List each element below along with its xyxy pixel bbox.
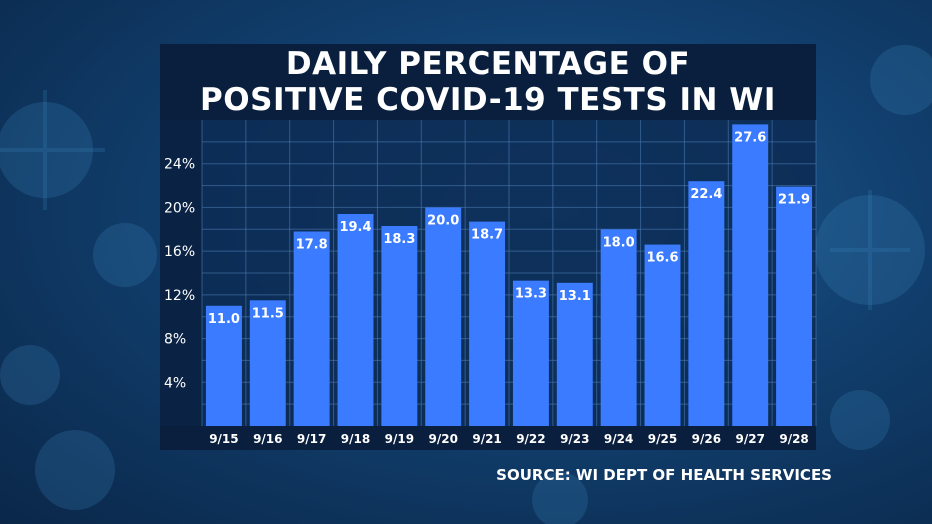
bar (381, 226, 418, 426)
bar-value-label: 27.6 (734, 130, 766, 145)
x-tick-label: 9/20 (428, 432, 457, 446)
bar (644, 244, 681, 426)
chart-title-box: DAILY PERCENTAGE OF POSITIVE COVID-19 TE… (160, 44, 816, 120)
bar-value-label: 18.7 (471, 228, 503, 243)
x-tick-label: 9/15 (209, 432, 238, 446)
x-axis-band (160, 426, 816, 450)
bar-value-label: 17.8 (296, 237, 328, 252)
bar-value-label: 21.9 (778, 193, 810, 208)
x-tick-label: 9/21 (472, 432, 501, 446)
y-tick-label: 8% (164, 332, 186, 348)
bar-value-label: 13.3 (515, 287, 547, 302)
bar (688, 181, 725, 426)
x-tick-label: 9/25 (648, 432, 677, 446)
title-line-1: DAILY PERCENTAGE OF (285, 46, 691, 82)
x-tick-label: 9/23 (560, 432, 589, 446)
x-tick-label: 9/17 (297, 432, 326, 446)
bar-value-label: 18.3 (383, 232, 415, 247)
x-tick-label: 9/22 (516, 432, 545, 446)
bar (776, 186, 813, 426)
bar-value-label: 11.5 (252, 306, 284, 321)
x-tick-label: 9/27 (735, 432, 764, 446)
x-tick-label: 9/28 (779, 432, 808, 446)
bar-value-label: 19.4 (339, 220, 371, 235)
x-tick-label: 9/18 (341, 432, 370, 446)
bar-value-label: 13.1 (559, 289, 591, 304)
bar (205, 305, 242, 426)
x-tick-label: 9/24 (604, 432, 633, 446)
source-text: SOURCE: WI DEPT OF HEALTH SERVICES (496, 466, 832, 484)
bar-value-label: 18.0 (603, 235, 635, 250)
bar (556, 282, 593, 426)
y-tick-label: 4% (164, 375, 186, 391)
y-tick-label: 16% (164, 244, 195, 260)
bar-value-label: 20.0 (427, 213, 459, 228)
y-tick-label: 24% (164, 157, 195, 173)
bar (293, 231, 330, 426)
y-tick-label: 12% (164, 288, 195, 304)
bar-value-label: 11.0 (208, 312, 240, 327)
bar (600, 229, 637, 426)
bar (512, 280, 549, 426)
bar (337, 213, 374, 426)
bar-value-label: 16.6 (646, 251, 678, 266)
bar (469, 221, 506, 426)
bar (249, 300, 286, 426)
y-tick-label: 20% (164, 200, 195, 216)
x-tick-label: 9/16 (253, 432, 282, 446)
bar-value-label: 22.4 (690, 187, 722, 202)
title-line-2: POSITIVE COVID-19 TESTS IN WI (200, 82, 776, 118)
y-axis-band (160, 120, 202, 426)
x-tick-label: 9/26 (692, 432, 721, 446)
x-tick-label: 9/19 (385, 432, 414, 446)
bar (425, 207, 462, 426)
bar (732, 124, 769, 426)
